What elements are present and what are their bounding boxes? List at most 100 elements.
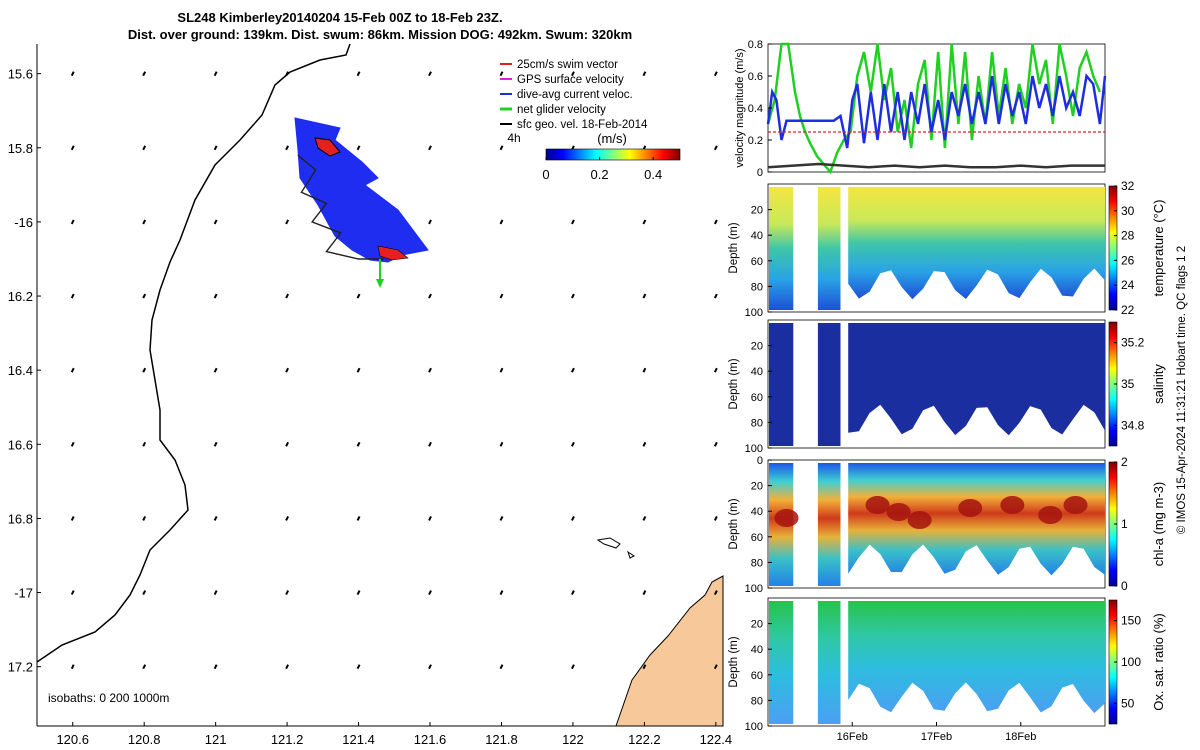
section-y-tick-label: 20 bbox=[751, 481, 763, 493]
sfc-geo-vector bbox=[70, 71, 75, 77]
sfc-geo-vector bbox=[70, 367, 75, 373]
map-y-tick-label: -16 bbox=[14, 215, 33, 230]
section-colorbar-tick-label: 0 bbox=[1121, 579, 1128, 593]
sfc-geo-vector bbox=[142, 367, 147, 373]
section-x-tick-label: 18Feb bbox=[1005, 731, 1036, 743]
section-data-block bbox=[817, 463, 841, 586]
velocity-y-tick-label: 0.6 bbox=[748, 71, 763, 83]
sfc-geo-vector bbox=[356, 515, 361, 521]
section-colorbar-tick-label: 35.2 bbox=[1121, 336, 1145, 350]
section-data-block bbox=[848, 601, 1105, 714]
sfc-geo-vector bbox=[428, 219, 432, 225]
section-y-tick-label: 100 bbox=[745, 583, 763, 595]
isobath-legend: isobaths: 0 200 1000m bbox=[48, 691, 169, 705]
velocity-y-tick-label: 0.4 bbox=[748, 103, 763, 115]
section-colorbar-label: Ox. sat. ratio (%) bbox=[1151, 613, 1166, 711]
chl-maximum-patch bbox=[907, 511, 932, 529]
section-y-tick-label: 40 bbox=[751, 230, 763, 242]
velocity-y-tick-label: 0.8 bbox=[748, 39, 763, 51]
map-y-tick-label: 15.6 bbox=[8, 67, 33, 82]
island bbox=[627, 550, 635, 559]
sfc-geo-vector bbox=[356, 145, 361, 151]
sfc-geo-vector bbox=[642, 293, 647, 299]
section-data-block bbox=[769, 323, 794, 446]
section-colorbar-tick-label: 28 bbox=[1121, 229, 1135, 243]
map-x-tick-label: 122.4 bbox=[700, 732, 733, 747]
chl-maximum-patch bbox=[1000, 496, 1025, 514]
sfc-geo-vector bbox=[285, 367, 289, 373]
sfc-geo-vector bbox=[499, 441, 504, 447]
section-y-tick-label: 60 bbox=[751, 532, 763, 544]
sfc-geo-vector bbox=[356, 590, 361, 596]
sfc-geo-vector bbox=[713, 590, 718, 596]
sfc-geo-vector bbox=[571, 664, 575, 670]
section-y-tick-label: 80 bbox=[751, 695, 763, 707]
sfc-geo-vector bbox=[642, 71, 647, 77]
section-y-tick-label: 100 bbox=[745, 443, 763, 455]
sfc-geo-vector bbox=[642, 441, 647, 447]
sfc-geo-vector bbox=[356, 293, 361, 299]
section-colorbar-tick-label: 22 bbox=[1121, 303, 1135, 317]
section-y-tick-label: 80 bbox=[751, 281, 763, 293]
sfc-geo-vector bbox=[356, 664, 361, 670]
map-x-tick-label: 121.8 bbox=[485, 732, 518, 747]
sfc-geo-vector bbox=[642, 367, 647, 373]
sfc-geo-vector bbox=[285, 590, 289, 596]
island bbox=[596, 537, 621, 549]
map-legend: 25cm/s swim vector GPS surface velocity di… bbox=[500, 59, 648, 131]
sfc-geo-vector bbox=[213, 367, 218, 373]
sfc-geo-vector bbox=[428, 590, 432, 596]
chl-maximum-patch bbox=[865, 496, 890, 514]
velocity-panel: 0 0.2 0.4 0.6 0.8 velocity magnitude (m/s) bbox=[734, 39, 1107, 179]
section-colorbar-tick-label: 100 bbox=[1121, 655, 1141, 669]
sfc-geo-vector bbox=[571, 219, 575, 225]
sfc-geo-vector bbox=[213, 219, 218, 225]
section-ylabel: Depth (m) bbox=[728, 358, 740, 409]
sfc-geo-vector bbox=[642, 664, 647, 670]
velocity-series-green bbox=[766, 42, 1102, 175]
sfc-geo-vector bbox=[285, 71, 289, 77]
sfc-geo-vector bbox=[70, 219, 75, 225]
sfc-geo-vector bbox=[356, 441, 361, 447]
sfc-geo-vector bbox=[713, 71, 718, 77]
section-y-tick-label: 100 bbox=[745, 721, 763, 733]
section-data-block bbox=[848, 187, 1105, 300]
sfc-geo-vector bbox=[285, 664, 289, 670]
sfc-geo-vector bbox=[713, 293, 718, 299]
sfc-geo-vector bbox=[213, 515, 218, 521]
sfc-geo-vector bbox=[713, 145, 718, 151]
map-x-tick-label: 121.4 bbox=[342, 732, 375, 747]
section-data-block bbox=[848, 463, 1105, 576]
sfc-geo-vector bbox=[499, 219, 504, 225]
chl-maximum-patch bbox=[886, 503, 911, 521]
sfc-geo-vector bbox=[70, 515, 75, 521]
map-y-tick-label: 16.4 bbox=[8, 363, 33, 378]
section-data-block bbox=[817, 601, 841, 724]
section-y-tick-label: 20 bbox=[751, 205, 763, 217]
section-panel-3: 20 40 60 80 100 Depth (m) 50 100 150 Ox. sat. rat… bbox=[728, 597, 1166, 733]
section-colorbar-tick-label: 32 bbox=[1121, 179, 1135, 193]
sfc-geo-vector bbox=[70, 293, 75, 299]
sfc-geo-vector bbox=[356, 367, 361, 373]
sfc-geo-vector bbox=[285, 515, 289, 521]
sfc-geo-vector bbox=[499, 145, 504, 151]
map-y-tick-label: 16.6 bbox=[8, 437, 33, 452]
legend-entry: net glider velocity bbox=[517, 104, 606, 116]
sfc-geo-vector bbox=[499, 71, 504, 77]
sfc-geo-vector bbox=[499, 367, 504, 373]
chl-maximum-patch bbox=[958, 499, 983, 517]
sfc-geo-vector bbox=[70, 664, 75, 670]
map-background bbox=[37, 44, 723, 726]
section-colorbar-tick-label: 24 bbox=[1121, 278, 1135, 292]
map-x-tick-label: 122 bbox=[562, 732, 584, 747]
figure-title-line2: Dist. over ground: 139km. Dist. swum: 86… bbox=[127, 27, 633, 42]
map-x-tick-label: 121.6 bbox=[414, 732, 447, 747]
section-ylabel: Depth (m) bbox=[728, 498, 740, 549]
speed-colorbar-gradient bbox=[545, 148, 681, 161]
section-colorbar-tick-label: 150 bbox=[1121, 614, 1141, 628]
section-y-tick-label: 20 bbox=[751, 341, 763, 353]
sfc-geo-vector bbox=[428, 441, 432, 447]
sfc-geo-vector bbox=[142, 590, 147, 596]
sfc-geo-vector bbox=[142, 71, 147, 77]
section-colorbar-tick-label: 50 bbox=[1121, 696, 1135, 710]
